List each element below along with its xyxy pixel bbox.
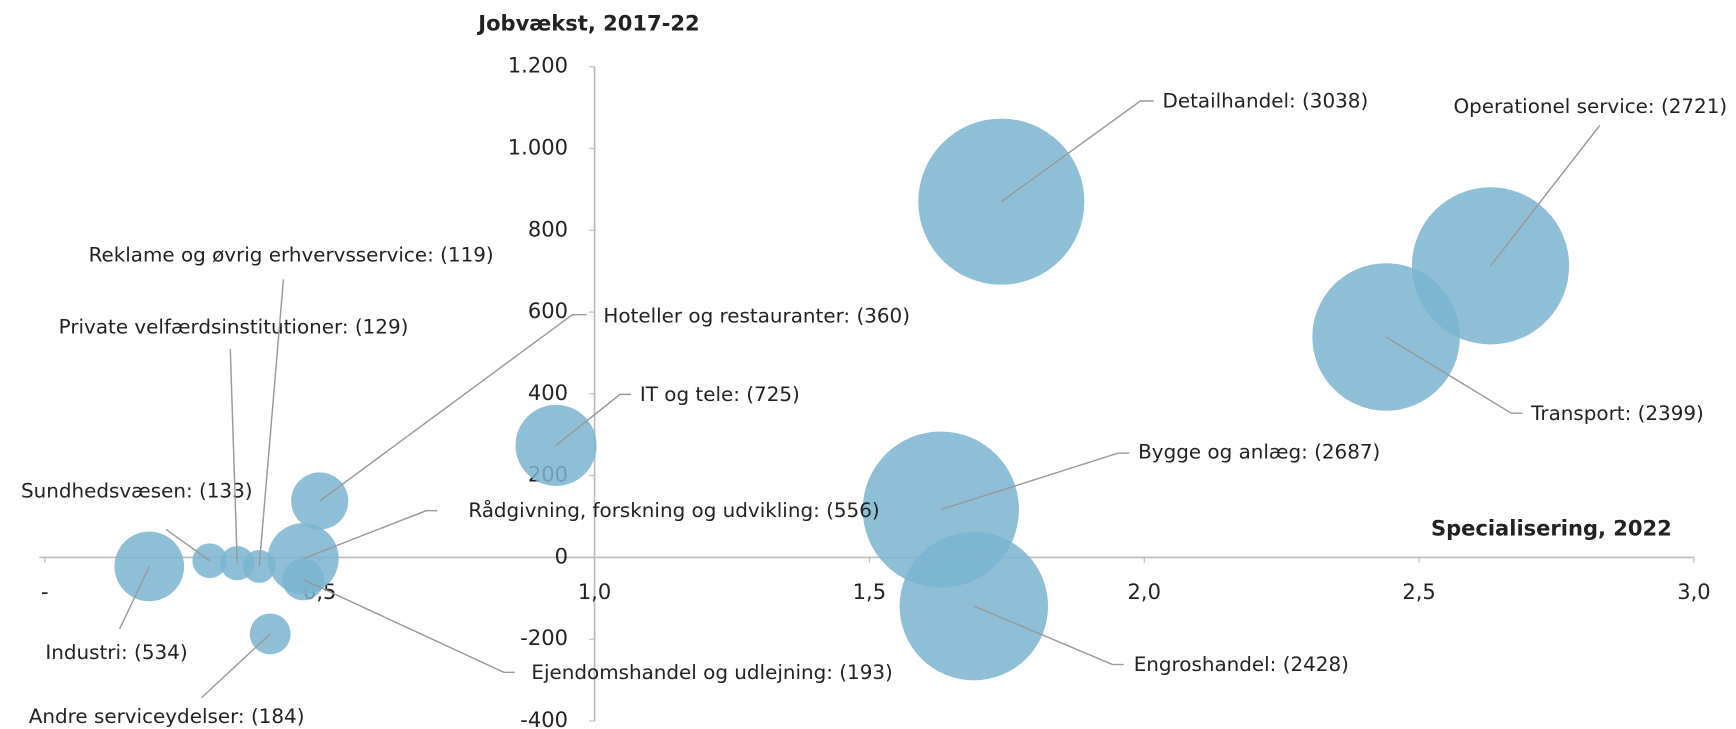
data-label: Engroshandel: (2428): [1134, 653, 1349, 676]
data-label: Operationel service: (2721): [1453, 95, 1727, 118]
leader-line: [1000, 100, 1154, 203]
leader-line: [302, 509, 438, 560]
x-tick-label: 1,0: [578, 579, 611, 604]
data-label: Hoteller og restauranter: (360): [603, 304, 910, 327]
x-axis-title: Specialisering, 2022: [1431, 515, 1672, 540]
data-label: Reklame og øvrig erhvervsservice: (119): [89, 244, 494, 267]
y-tick-label: 800: [528, 216, 568, 241]
leader-line: [165, 528, 211, 562]
bubbles: [114, 118, 1570, 681]
x-tick-label: 2,0: [1128, 579, 1161, 604]
x-tick-label: 2,5: [1402, 579, 1435, 604]
bubble: [1312, 263, 1460, 411]
data-label: Bygge og anlæg: (2687): [1138, 441, 1380, 464]
leader-line: [973, 605, 1124, 666]
data-label: Rådgivning, forskning og udvikling: (556…: [468, 499, 879, 522]
x-tick-label: 1,5: [853, 579, 886, 604]
leader-line: [1489, 124, 1601, 267]
leader-line: [229, 348, 238, 564]
leader-line: [319, 313, 587, 502]
data-label: Ejendomshandel og udlejning: (193): [531, 661, 892, 684]
y-axis-title: Jobvækst, 2017-22: [476, 11, 699, 36]
x-tick-label: -: [41, 579, 49, 604]
bubble: [282, 558, 325, 601]
leader-line: [118, 566, 150, 630]
x-tick-label: 3,0: [1677, 579, 1710, 604]
data-label: IT og tele: (725): [640, 383, 800, 406]
data-label: Andre serviceydelser: (184): [29, 705, 305, 728]
data-label: Detailhandel: (3038): [1163, 90, 1369, 113]
leader-line: [302, 578, 515, 674]
leader-line: [940, 452, 1130, 511]
data-label: Private velfærdsinstitutioner: (129): [59, 315, 409, 338]
y-tick-label: 400: [528, 380, 568, 405]
y-tick-label: -400: [520, 707, 568, 729]
y-tick-label: 1.000: [508, 134, 568, 159]
y-tick-label: 1.200: [508, 53, 568, 78]
bubble: [899, 531, 1049, 681]
data-label: Transport: (2399): [1530, 402, 1704, 425]
y-tick-label: 0: [555, 543, 568, 568]
data-label: Sundhedsvæsen: (133): [21, 479, 253, 502]
y-tick-label: -200: [520, 625, 568, 650]
leader-line: [258, 279, 285, 567]
bubble: [192, 543, 228, 579]
y-tick-label: 600: [528, 298, 568, 323]
leader-line: [1385, 336, 1523, 414]
leader-line: [555, 393, 632, 446]
data-label: Industri: (534): [45, 641, 187, 664]
leader-line: [201, 633, 271, 699]
